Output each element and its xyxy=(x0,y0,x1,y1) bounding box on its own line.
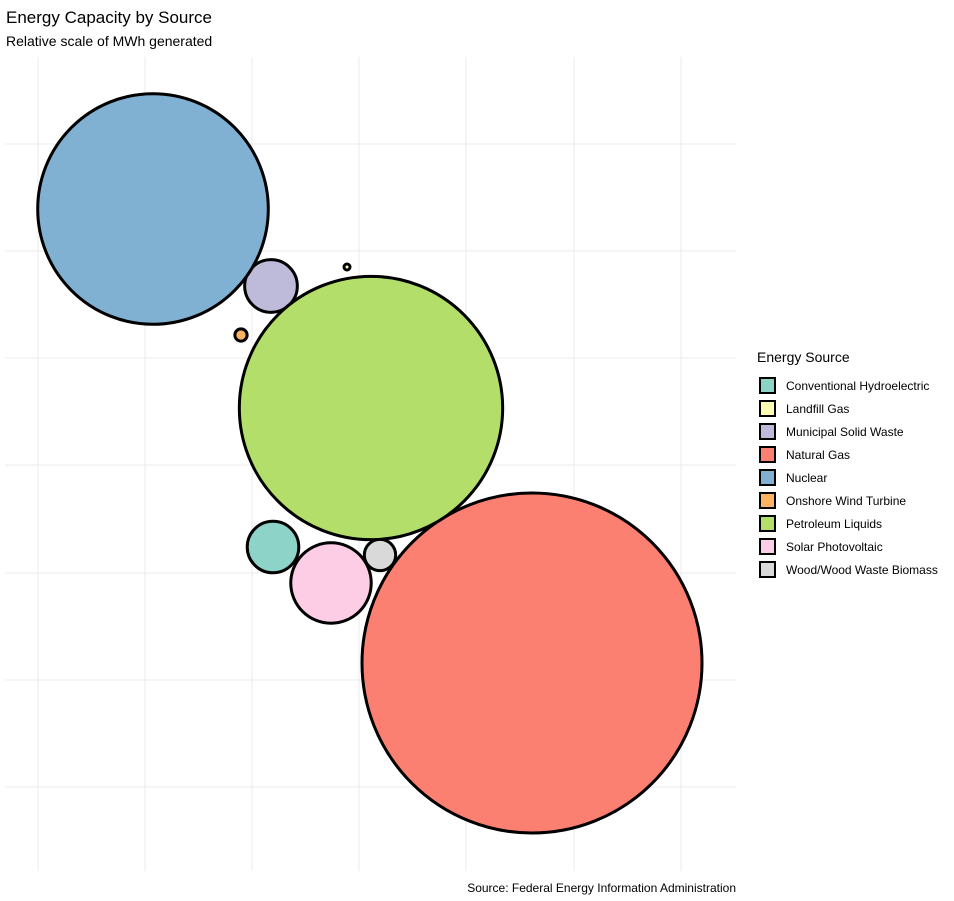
legend-item-wood-wood-waste-biomass: Wood/Wood Waste Biomass xyxy=(757,558,953,581)
legend-key-nuclear xyxy=(759,469,776,486)
bubble-conventional-hydroelectric xyxy=(245,519,301,575)
legend: Energy Source Conventional Hydroelectric… xyxy=(757,348,953,581)
bubble-natural-gas xyxy=(360,491,704,835)
legend-key-municipal-solid-waste xyxy=(759,423,776,440)
legend-key-petroleum-liquids xyxy=(759,515,776,532)
legend-title: Energy Source xyxy=(757,349,850,365)
legend-label-wood-wood-waste-biomass: Wood/Wood Waste Biomass xyxy=(786,562,938,577)
legend-item-onshore-wind-turbine: Onshore Wind Turbine xyxy=(757,489,953,512)
legend-label-solar-photovoltaic: Solar Photovoltaic xyxy=(786,539,883,554)
legend-item-conventional-hydroelectric: Conventional Hydroelectric xyxy=(757,374,953,397)
legend-label-conventional-hydroelectric: Conventional Hydroelectric xyxy=(786,378,930,393)
legend-label-onshore-wind-turbine: Onshore Wind Turbine xyxy=(786,493,907,508)
legend-label-municipal-solid-waste: Municipal Solid Waste xyxy=(786,424,904,439)
legend-item-petroleum-liquids: Petroleum Liquids xyxy=(757,512,953,535)
legend-item-natural-gas: Natural Gas xyxy=(757,443,953,466)
chart-subtitle: Relative scale of MWh generated xyxy=(6,33,213,49)
bubble-municipal-solid-waste xyxy=(243,258,299,314)
legend-key-landfill-gas xyxy=(759,400,776,417)
chart-caption: Source: Federal Energy Information Admin… xyxy=(467,881,736,895)
legend-item-landfill-gas: Landfill Gas xyxy=(757,397,953,420)
bubble-landfill-gas xyxy=(342,262,352,272)
bubble-nuclear xyxy=(36,92,270,326)
legend-label-landfill-gas: Landfill Gas xyxy=(786,401,850,416)
legend-key-natural-gas xyxy=(759,446,776,463)
bubble-onshore-wind-turbine xyxy=(233,327,249,343)
legend-key-onshore-wind-turbine xyxy=(759,492,776,509)
legend-label-nuclear: Nuclear xyxy=(786,470,828,485)
legend-item-nuclear: Nuclear xyxy=(757,466,953,489)
legend-items: Conventional Hydroelectric Landfill Gas Mu… xyxy=(757,374,953,581)
legend-key-conventional-hydroelectric xyxy=(759,377,776,394)
legend-item-municipal-solid-waste: Municipal Solid Waste xyxy=(757,420,953,443)
legend-key-solar-photovoltaic xyxy=(759,538,776,555)
chart-title: Energy Capacity by Source xyxy=(6,8,212,27)
bubble-layer xyxy=(36,92,704,835)
legend-label-natural-gas: Natural Gas xyxy=(786,447,851,462)
legend-item-solar-photovoltaic: Solar Photovoltaic xyxy=(757,535,953,558)
bubble-solar-photovoltaic xyxy=(289,541,373,625)
legend-key-wood-wood-waste-biomass xyxy=(759,561,776,578)
legend-label-petroleum-liquids: Petroleum Liquids xyxy=(786,516,883,531)
bubble-wood-wood-waste-biomass xyxy=(362,537,398,573)
bubble-petroleum-liquids xyxy=(237,274,505,542)
